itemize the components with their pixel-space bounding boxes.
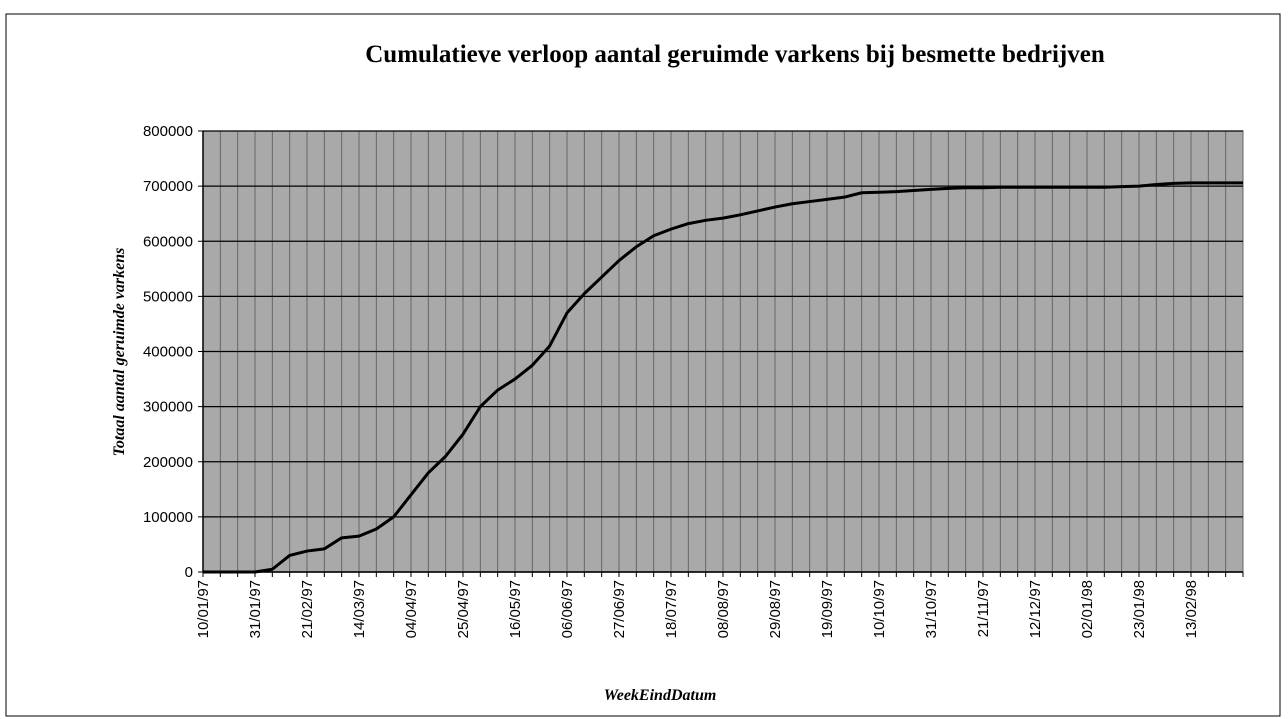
- y-tick-label: 200000: [143, 454, 193, 471]
- x-tick-label: 10/01/97: [195, 580, 212, 638]
- x-tick-label: 06/06/97: [559, 580, 576, 638]
- y-tick-label: 700000: [143, 178, 193, 195]
- x-tick-label: 10/10/97: [871, 580, 888, 638]
- y-tick-label: 100000: [143, 509, 193, 526]
- y-axis-title: Totaal aantal geruimde varkens: [111, 248, 128, 457]
- x-tick-label: 14/03/97: [351, 580, 368, 638]
- chart-title: Cumulatieve verloop aantal geruimde vark…: [365, 41, 1105, 68]
- x-axis-title: WeekEindDatum: [604, 687, 717, 704]
- x-tick-label: 16/05/97: [507, 580, 524, 638]
- y-tick-label: 500000: [143, 288, 193, 305]
- x-tick-label: 19/09/97: [819, 580, 836, 638]
- x-tick-label: 21/11/97: [975, 580, 992, 637]
- y-tick-label: 600000: [143, 233, 193, 250]
- data-line: [203, 181, 1243, 574]
- x-tick-label: 18/07/97: [663, 580, 680, 638]
- y-tick-label: 300000: [143, 399, 193, 416]
- x-tick-label: 02/01/98: [1079, 580, 1096, 638]
- x-tick-label: 31/10/97: [923, 580, 940, 638]
- x-tick-label: 27/06/97: [611, 580, 628, 638]
- y-tick-label: 0: [185, 564, 193, 581]
- x-tick-label: 29/08/97: [767, 580, 784, 638]
- x-tick-label: 25/04/97: [455, 580, 472, 638]
- x-tick-label: 21/02/97: [299, 580, 316, 638]
- x-tick-label: 13/02/98: [1183, 580, 1200, 638]
- x-tick-label: 04/04/97: [403, 580, 420, 638]
- x-tick-label: 12/12/97: [1027, 580, 1044, 638]
- x-tick-label: 08/08/97: [715, 580, 732, 638]
- y-tick-label: 400000: [143, 344, 193, 361]
- y-tick-label: 800000: [143, 123, 193, 140]
- x-tick-label: 31/01/97: [247, 580, 264, 638]
- x-tick-label: 23/01/98: [1131, 580, 1148, 638]
